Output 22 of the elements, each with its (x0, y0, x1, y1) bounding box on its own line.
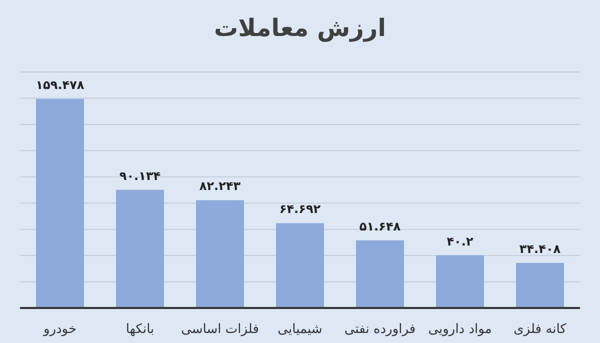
chart-title: ارزش معاملات (214, 14, 386, 42)
x-tick-label: فراورده نفتی (344, 322, 416, 337)
data-label: ۵۱.۶۴۸ (359, 219, 402, 234)
data-label: ۶۴.۶۹۲ (279, 202, 322, 216)
data-label: ۸۲.۲۴۳ (199, 179, 242, 194)
bar (196, 200, 244, 308)
x-tick-label: فلزات اساسی (181, 322, 259, 337)
bar (276, 223, 324, 308)
x-tick-label: مواد دارویی (428, 322, 492, 337)
x-tick-label: کانه فلزی (514, 322, 568, 337)
x-tick-label: بانکها (126, 322, 154, 337)
x-tick-label: شیمیایی (278, 322, 322, 337)
bar (516, 262, 564, 308)
data-label: ۱۵۹.۴۷۸ (36, 78, 85, 92)
data-label: ۴۰.۲ (446, 234, 474, 248)
data-label: ۹۰.۱۳۴ (119, 168, 161, 183)
bar (116, 190, 164, 308)
bar (36, 98, 84, 308)
data-label: ۳۴.۴۰۸ (519, 242, 562, 256)
bar (356, 240, 404, 308)
bar (436, 255, 484, 308)
x-tick-label: خودرو (42, 322, 77, 337)
